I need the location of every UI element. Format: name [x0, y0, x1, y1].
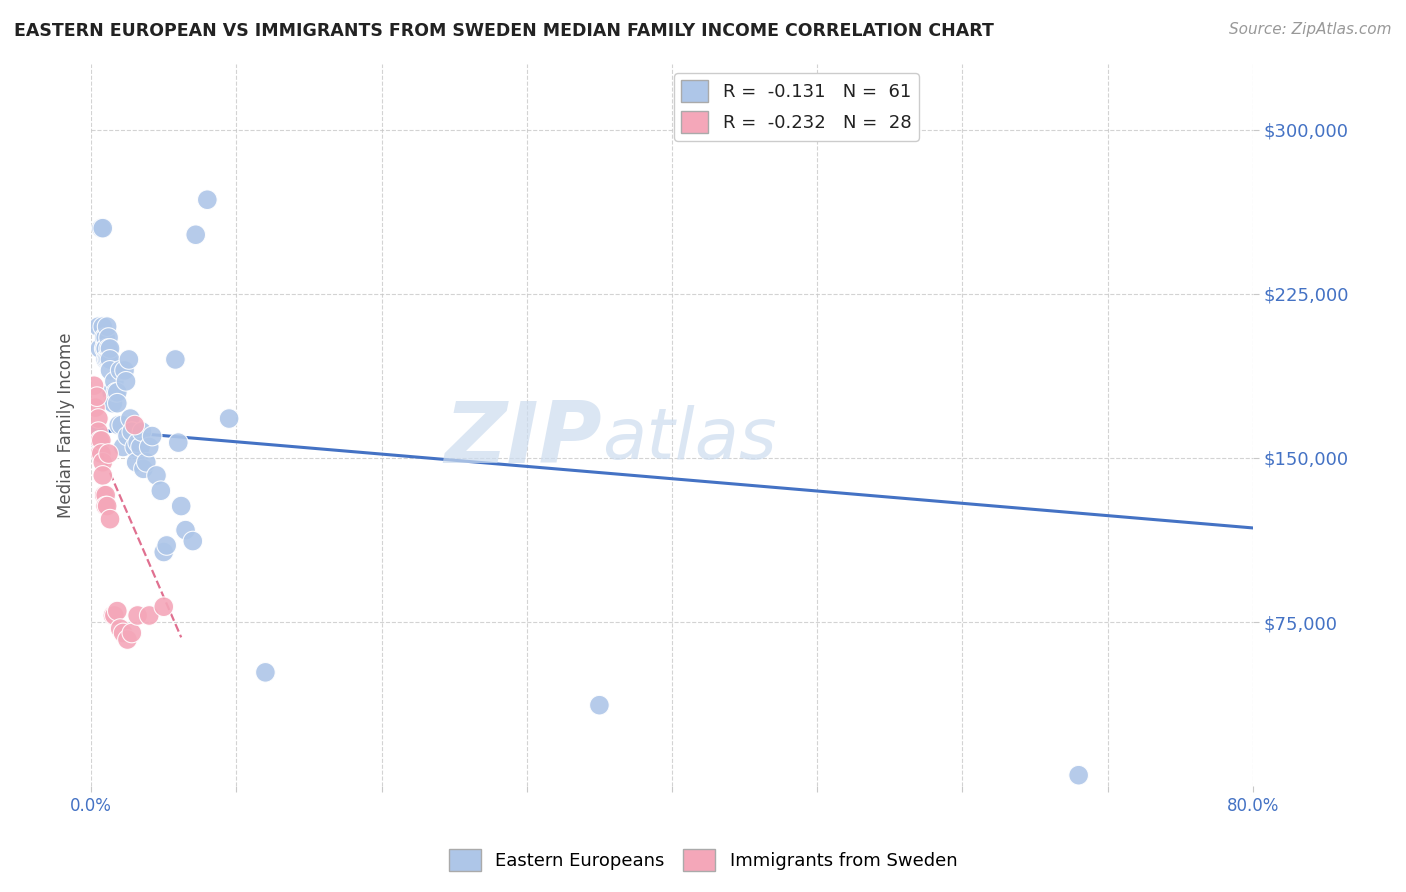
Point: [91, 319, 114, 334]
Point: [91, 455, 114, 469]
Point: [105, 396, 128, 410]
Point: [156, 538, 179, 552]
Point: [98, 512, 121, 526]
Y-axis label: Median Family Income: Median Family Income: [58, 333, 75, 518]
Point: [101, 608, 124, 623]
Legend: Eastern Europeans, Immigrants from Sweden: Eastern Europeans, Immigrants from Swede…: [441, 842, 965, 879]
Point: [127, 435, 149, 450]
Text: EASTERN EUROPEAN VS IMMIGRANTS FROM SWEDEN MEDIAN FAMILY INCOME CORRELATION CHAR: EASTERN EUROPEAN VS IMMIGRANTS FROM SWED…: [14, 22, 994, 40]
Point: [94, 352, 117, 367]
Point: [94, 342, 117, 356]
Point: [97, 342, 120, 356]
Point: [129, 440, 152, 454]
Point: [111, 418, 134, 433]
Point: [93, 342, 115, 356]
Point: [152, 599, 174, 614]
Point: [83, 378, 105, 392]
Point: [125, 455, 148, 469]
Point: [108, 363, 131, 377]
Point: [174, 523, 197, 537]
Point: [167, 435, 190, 450]
Point: [87, 411, 110, 425]
Point: [120, 411, 142, 425]
Point: [87, 319, 110, 334]
Point: [91, 221, 114, 235]
Point: [87, 425, 110, 439]
Point: [91, 468, 114, 483]
Point: [89, 434, 111, 448]
Point: [97, 352, 120, 367]
Point: [97, 446, 120, 460]
Point: [135, 455, 157, 469]
Point: [112, 626, 135, 640]
Point: [165, 352, 187, 367]
Point: [138, 440, 160, 454]
Point: [149, 483, 172, 498]
Point: [124, 440, 146, 454]
Point: [141, 429, 163, 443]
Point: [90, 434, 112, 448]
Point: [181, 534, 204, 549]
Point: [117, 429, 139, 443]
Point: [90, 221, 112, 235]
Point: [104, 385, 127, 400]
Point: [170, 499, 193, 513]
Point: [96, 319, 118, 334]
Point: [117, 632, 139, 647]
Point: [98, 363, 121, 377]
Point: [103, 375, 125, 389]
Point: [121, 626, 143, 640]
Point: [121, 425, 143, 439]
Point: [84, 401, 107, 415]
Point: [94, 488, 117, 502]
Point: [145, 468, 167, 483]
Point: [105, 385, 128, 400]
Point: [107, 418, 129, 433]
Point: [94, 342, 117, 356]
Point: [127, 608, 149, 623]
Point: [131, 425, 153, 439]
Point: [98, 342, 121, 356]
Text: atlas: atlas: [602, 405, 778, 474]
Point: [195, 193, 218, 207]
Point: [254, 665, 277, 680]
Point: [138, 608, 160, 623]
Point: [97, 330, 120, 344]
Point: [152, 545, 174, 559]
Point: [94, 499, 117, 513]
Point: [90, 446, 112, 460]
Point: [86, 390, 108, 404]
Legend: R =  -0.131   N =  61, R =  -0.232   N =  28: R = -0.131 N = 61, R = -0.232 N = 28: [673, 73, 918, 141]
Point: [94, 330, 117, 344]
Point: [101, 396, 124, 410]
Point: [93, 488, 115, 502]
Point: [1067, 768, 1090, 782]
Text: Source: ZipAtlas.com: Source: ZipAtlas.com: [1229, 22, 1392, 37]
Point: [101, 396, 124, 410]
Point: [96, 499, 118, 513]
Point: [115, 375, 138, 389]
Point: [132, 462, 155, 476]
Point: [218, 411, 240, 425]
Point: [89, 342, 111, 356]
Point: [84, 429, 107, 443]
Point: [588, 698, 610, 713]
Text: ZIP: ZIP: [444, 398, 602, 481]
Point: [118, 352, 141, 367]
Point: [89, 446, 111, 460]
Point: [100, 385, 122, 400]
Point: [98, 352, 121, 367]
Point: [103, 608, 125, 623]
Point: [112, 440, 135, 454]
Point: [96, 352, 118, 367]
Point: [184, 227, 207, 242]
Point: [124, 418, 146, 433]
Point: [114, 363, 136, 377]
Point: [105, 604, 128, 618]
Point: [93, 330, 115, 344]
Point: [108, 622, 131, 636]
